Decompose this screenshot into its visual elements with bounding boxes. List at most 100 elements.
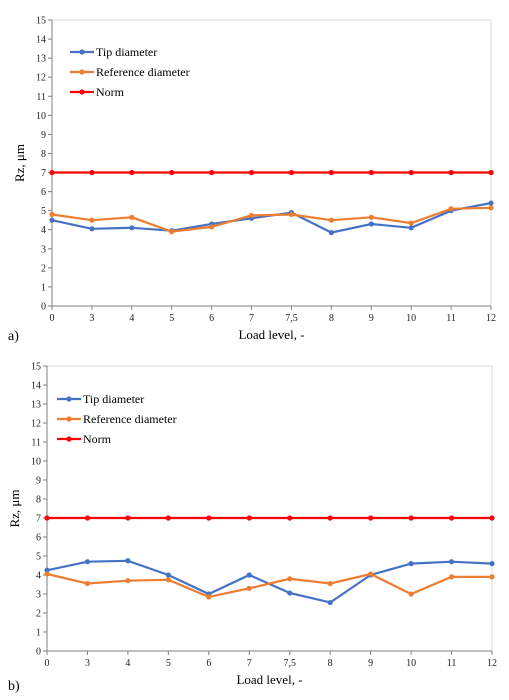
legend: Tip diameter Reference diameter Norm	[57, 392, 177, 446]
y-tick-label: 9	[36, 476, 41, 487]
y-tick-label: 4	[41, 225, 46, 236]
data-point	[368, 169, 374, 176]
x-tick-label: 12	[487, 658, 497, 669]
y-tick-label: 1	[41, 282, 46, 293]
series-line	[51, 206, 492, 233]
x-tick-label: 0	[50, 313, 55, 324]
data-point	[209, 169, 215, 176]
data-point	[49, 211, 55, 218]
y-tick-label: 10	[31, 457, 41, 468]
panel-label: a)	[8, 329, 19, 344]
data-point	[448, 559, 455, 565]
data-point	[44, 567, 50, 573]
data-point	[125, 578, 131, 584]
data-point	[248, 169, 255, 176]
data-point	[165, 515, 171, 521]
data-point	[49, 217, 55, 223]
data-point	[125, 515, 131, 521]
y-tick-label: 11	[36, 92, 46, 103]
legend-label: Tip diameter	[83, 392, 144, 406]
x-tick-label: 7	[247, 658, 252, 669]
plot-area	[46, 365, 493, 652]
x-tick-label: 8	[328, 658, 333, 669]
x-tick-label: 3	[85, 658, 90, 669]
data-point	[408, 220, 414, 226]
y-tick-label: 5	[41, 206, 46, 217]
data-point	[248, 212, 255, 219]
series-norm	[44, 515, 495, 521]
y-tick-label: 5	[36, 552, 41, 563]
legend-label: Tip diameter	[96, 45, 157, 59]
data-point	[488, 169, 494, 176]
y-tick-label: 3	[36, 590, 41, 601]
legend: Tip diameter Reference diameter Norm	[70, 45, 190, 99]
data-point	[448, 515, 455, 521]
data-point	[328, 229, 334, 236]
data-point	[288, 169, 295, 176]
x-tick-label: 5	[166, 658, 171, 669]
y-tick-label: 1	[36, 628, 41, 639]
data-point	[165, 572, 171, 578]
data-point	[206, 515, 212, 521]
data-point	[408, 591, 414, 597]
x-tick-label: 3	[89, 313, 94, 324]
x-tick-label: 11	[446, 313, 456, 324]
data-point	[287, 576, 293, 582]
y-tick-label: 9	[41, 130, 46, 141]
series-line	[46, 572, 492, 599]
data-point	[368, 515, 374, 521]
y-tick-label: 0	[36, 647, 41, 658]
legend-marker	[79, 69, 85, 75]
data-point	[448, 206, 454, 212]
x-tick-label: 4	[125, 658, 130, 669]
data-point	[489, 574, 495, 580]
data-point	[327, 515, 333, 521]
data-point	[129, 225, 135, 231]
series-reference-diameter	[49, 205, 494, 235]
data-point	[165, 577, 171, 583]
data-point	[328, 169, 334, 176]
y-tick-label: 14	[36, 35, 46, 46]
y-tick-label: 2	[41, 263, 46, 274]
legend-label: Norm	[96, 85, 125, 99]
data-point	[368, 221, 374, 227]
data-point	[408, 561, 414, 567]
x-tick-label: 9	[368, 658, 373, 669]
data-point	[246, 515, 252, 521]
legend-label: Reference diameter	[83, 412, 177, 426]
data-point	[169, 229, 175, 235]
data-point	[89, 169, 95, 176]
data-point	[408, 169, 414, 176]
data-point	[328, 217, 334, 223]
x-tick-label: 12	[486, 313, 496, 324]
data-point	[246, 585, 252, 591]
data-point	[368, 214, 374, 220]
x-tick-label: 7,5	[285, 313, 298, 324]
data-point	[84, 580, 91, 587]
y-tick-label: 10	[36, 111, 46, 122]
data-point	[368, 571, 374, 577]
x-tick-label: 8	[329, 313, 334, 324]
data-point	[206, 594, 212, 600]
y-tick-label: 13	[31, 400, 41, 411]
legend-label: Reference diameter	[96, 65, 190, 79]
x-tick-label: 4	[129, 313, 134, 324]
y-axis-title: Rz, μm	[12, 144, 27, 182]
y-axis-title: Rz, μm	[7, 489, 22, 527]
y-tick-label: 15	[31, 362, 41, 373]
y-tick-label: 4	[36, 571, 41, 582]
y-tick-label: 13	[36, 54, 46, 65]
data-point	[89, 226, 95, 232]
data-point	[489, 515, 495, 521]
data-point	[489, 561, 495, 567]
plot-area	[51, 19, 492, 307]
data-point	[129, 214, 135, 220]
x-tick-label: 5	[169, 313, 174, 324]
x-tick-label: 9	[369, 313, 374, 324]
data-point	[327, 599, 333, 606]
y-tick-label: 8	[41, 149, 46, 160]
x-tick-label: 7,5	[283, 658, 296, 669]
x-tick-label: 0	[45, 658, 50, 669]
